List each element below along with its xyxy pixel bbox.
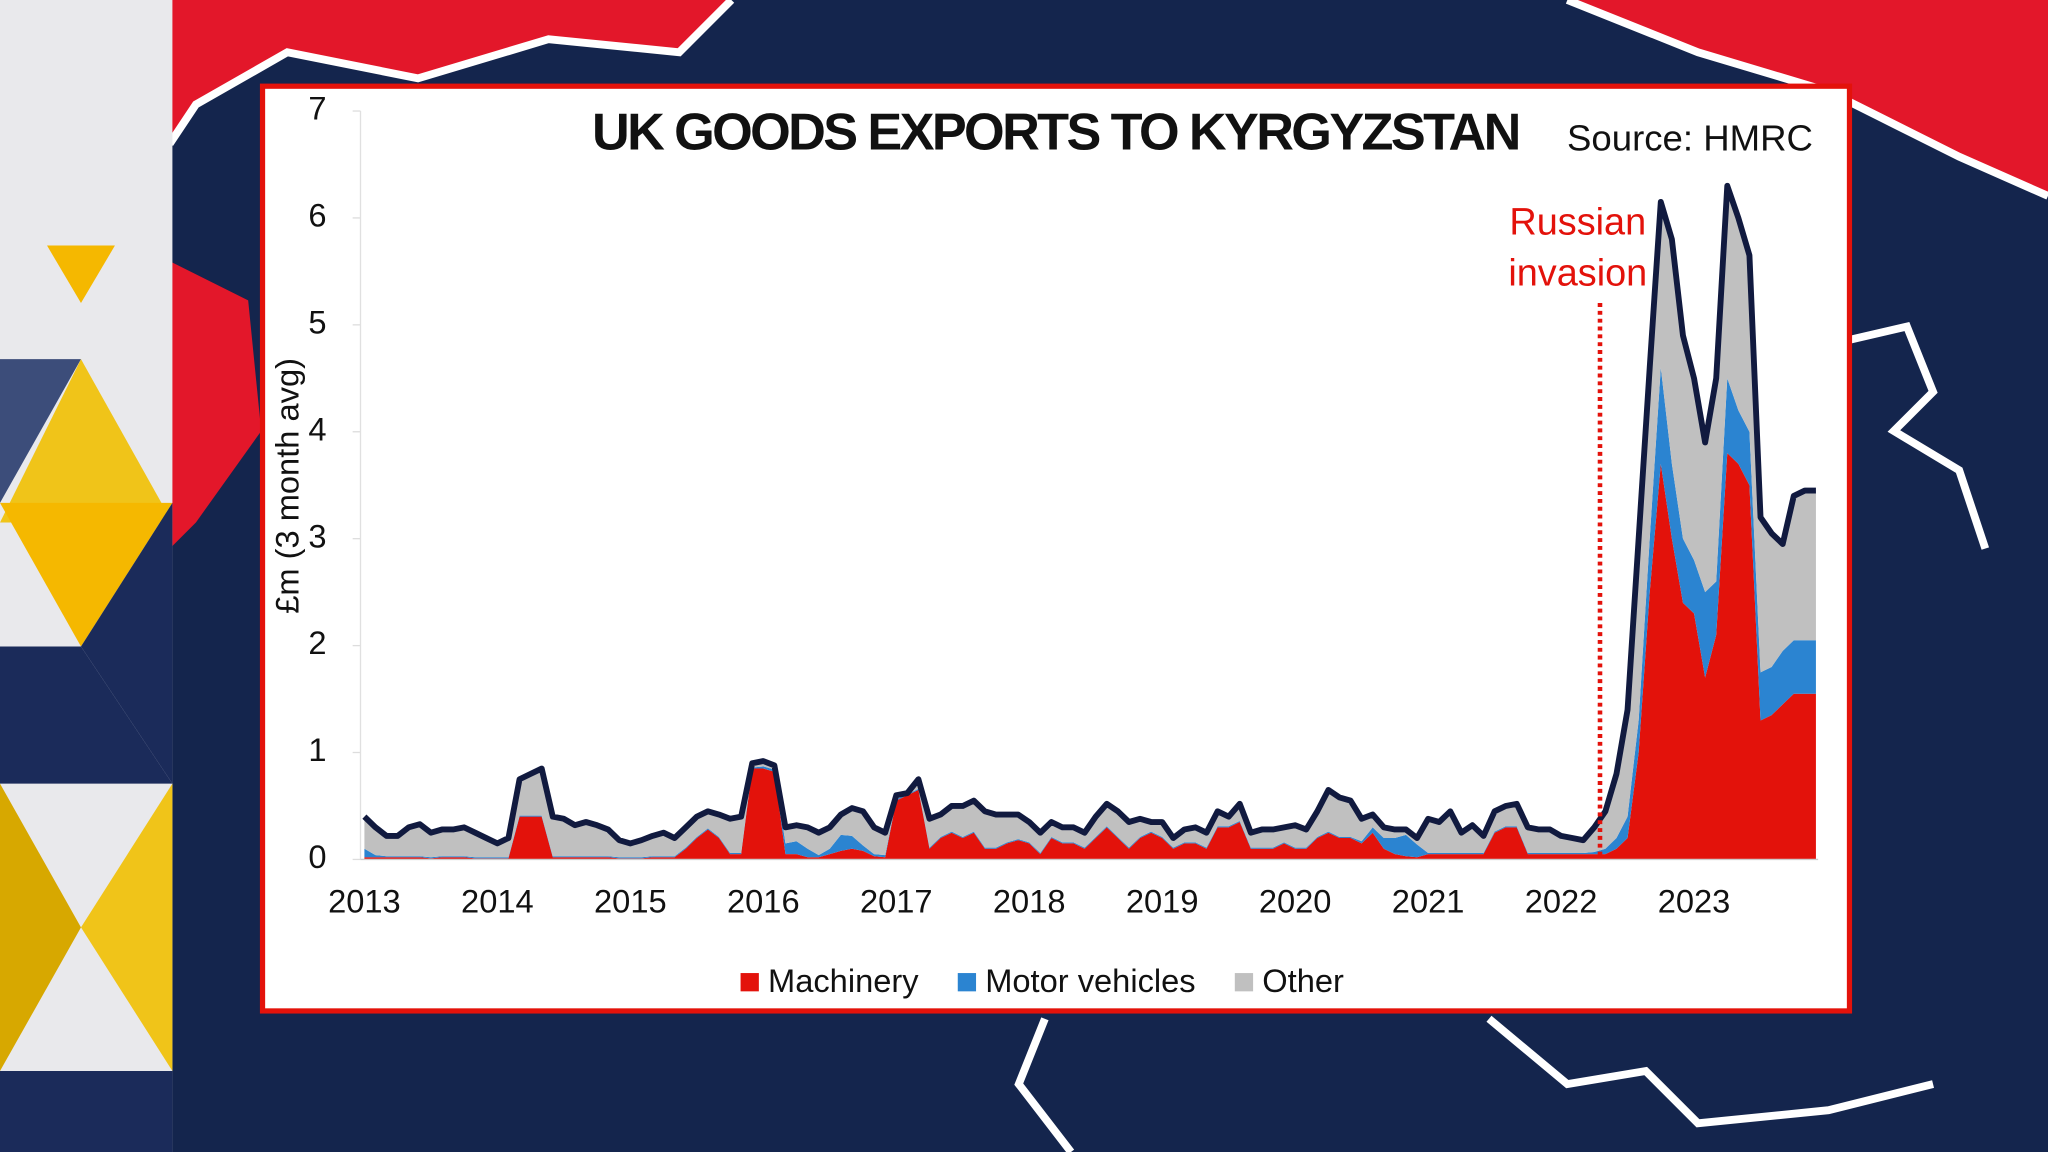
legend-label: Motor vehicles — [985, 962, 1195, 999]
x-tick-label: 2016 — [727, 882, 800, 919]
decor-triangle — [0, 646, 173, 784]
decor-triangle — [80, 783, 173, 1072]
map-region — [169, 261, 262, 549]
map-region — [1567, 0, 2048, 196]
legend-swatch — [1234, 973, 1254, 992]
map-region — [169, 0, 732, 144]
y-tick-label: 0 — [308, 838, 326, 875]
legend-label: Other — [1262, 962, 1344, 999]
area — [364, 453, 1816, 860]
x-tick-label: 2019 — [1126, 882, 1199, 919]
x-tick-label: 2020 — [1259, 882, 1332, 919]
y-tick-label: 2 — [308, 624, 326, 661]
x-tick-label: 2023 — [1658, 882, 1731, 919]
map-border — [166, 0, 735, 146]
x-tick-label: 2013 — [328, 882, 401, 919]
decor-triangle — [80, 502, 173, 784]
total-line — [362, 182, 1816, 847]
chart-title: UK GOODS EXPORTS TO KYRGYZSTAN — [592, 104, 1519, 162]
x-tick-label: 2021 — [1392, 882, 1465, 919]
legend-swatch — [957, 973, 977, 992]
source-note: Source: HMRC — [1567, 118, 1813, 159]
y-tick-label: 7 — [308, 90, 326, 127]
decor-triangle — [0, 359, 81, 503]
legend-label: Machinery — [768, 962, 919, 999]
y-axis-label: £m (3 month avg) — [269, 358, 306, 614]
y-tick-label: 4 — [308, 410, 326, 447]
map-border — [1014, 1015, 1935, 1152]
x-tick-label: 2017 — [860, 882, 933, 919]
decor-triangle — [0, 359, 173, 523]
logo-triangle — [47, 245, 115, 304]
decor-triangle — [0, 783, 81, 1072]
x-tick-label: 2018 — [993, 882, 1066, 919]
decor-triangle — [0, 1071, 173, 1152]
x-tick-label: 2022 — [1525, 882, 1598, 919]
x-tick-label: 2015 — [594, 882, 667, 919]
y-tick-label: 1 — [308, 731, 326, 768]
y-tick-label: 5 — [308, 303, 326, 340]
annotation-text: Russian — [1509, 202, 1646, 244]
decor-triangle — [0, 502, 173, 647]
x-tick-label: 2014 — [461, 882, 534, 919]
y-tick-label: 6 — [308, 197, 326, 234]
y-tick-label: 3 — [308, 517, 326, 554]
map-border — [1849, 321, 1990, 550]
legend-swatch — [740, 973, 759, 992]
annotation-text: invasion — [1508, 253, 1647, 295]
map-border — [1565, 0, 2048, 200]
